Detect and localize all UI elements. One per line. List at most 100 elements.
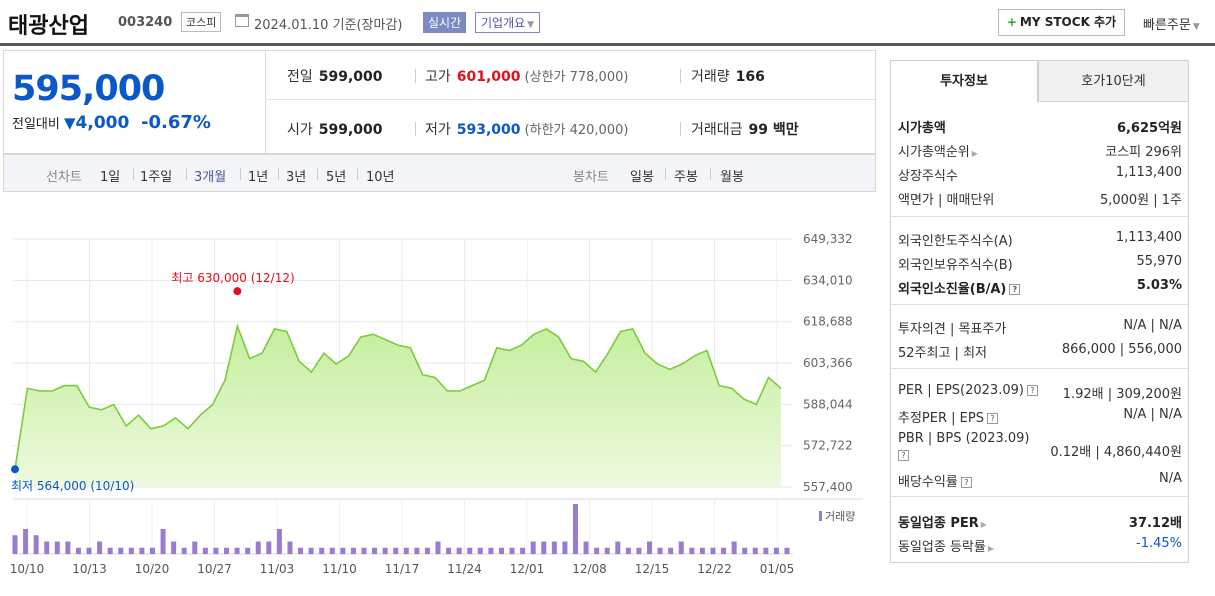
volume-bar	[752, 547, 758, 554]
tab-3y[interactable]: 3년	[286, 170, 307, 185]
volume-bar	[784, 547, 790, 554]
info-key-text: 시가총액순위	[898, 145, 970, 160]
info-row: 외국인보유주식수(B) 55,970	[898, 254, 1182, 274]
info-value: 55,970	[1136, 254, 1183, 269]
tab-weekly[interactable]: 주봉	[674, 170, 698, 185]
prev-close-value: 599,000	[318, 69, 383, 85]
tab-1w[interactable]: 1주일	[140, 170, 173, 185]
volume-bar	[12, 535, 18, 554]
volume-bar	[763, 547, 769, 554]
volume-bar	[636, 547, 642, 554]
company-overview-dropdown[interactable]: 기업개요 ▼	[475, 12, 541, 33]
price-chart[interactable]: 649,332 634,010 618,688 603,366 588,044 572,7…	[3, 192, 876, 596]
info-key-text: PBR | BPS (2023.09)	[898, 431, 1030, 446]
info-key: 시가총액순위 ▶	[898, 141, 978, 160]
info-key: 배당수익률?	[898, 471, 972, 490]
volume-bar	[97, 541, 103, 554]
volume-bar	[234, 547, 240, 554]
info-row[interactable]: 동일업종 등락률 ▶ -1.45%	[898, 536, 1182, 556]
down-triangle-icon: ▼	[63, 114, 76, 132]
info-row: 추정PER | EPS? N/A | N/A	[898, 407, 1182, 427]
help-icon[interactable]: ?	[986, 413, 998, 424]
info-value: 5.03%	[1136, 278, 1182, 293]
volume-bar	[44, 541, 50, 554]
info-key-text: 동일업종 PER	[898, 516, 979, 531]
tab-hoga-10[interactable]: 호가10단계	[1038, 60, 1189, 102]
y-tick-label: 572,722	[803, 439, 853, 453]
y-tick-label: 603,366	[803, 356, 853, 370]
x-tick-label: 12/15	[635, 562, 670, 576]
volume-bar	[742, 547, 748, 554]
volume-bar	[498, 547, 504, 554]
volume-bar	[403, 547, 409, 554]
prev-close: 전일 599,000	[287, 66, 383, 86]
volume-bar	[594, 547, 600, 554]
divider	[357, 168, 358, 180]
tab-5y[interactable]: 5년	[326, 170, 347, 185]
lower-limit: (하한가 420,000)	[524, 123, 629, 138]
x-tick-label: 11/17	[385, 562, 420, 576]
x-tick-label: 12/22	[697, 562, 732, 576]
tab-daily[interactable]: 일봉	[630, 170, 654, 185]
my-stock-add-button[interactable]: + MY STOCK 추가	[998, 9, 1125, 36]
divider	[265, 51, 266, 153]
info-row[interactable]: 동일업종 PER ▶ 37.12배	[898, 512, 1182, 532]
volume-bar	[530, 541, 536, 554]
info-table	[890, 102, 1189, 563]
x-tick-label: 10/13	[72, 562, 107, 576]
tab-3m[interactable]: 3개월	[194, 170, 227, 185]
help-icon[interactable]: ?	[1026, 385, 1038, 396]
divider	[240, 168, 241, 180]
base-date: 2024.01.10 기준(장마감)	[254, 18, 403, 33]
help-icon[interactable]: ?	[1009, 284, 1021, 295]
tab-1y[interactable]: 1년	[248, 170, 269, 185]
volume-legend-swatch	[819, 511, 822, 521]
volume-bar	[393, 547, 399, 554]
change-amount: 4,000	[75, 113, 130, 133]
volume-bar	[647, 541, 653, 554]
volume-bar	[86, 547, 92, 554]
volume-bar	[75, 547, 81, 554]
amount-label: 거래대금	[691, 122, 743, 138]
price-line	[14, 323, 782, 470]
chevron-right-icon: ▶	[980, 520, 987, 529]
volume-bar	[149, 547, 155, 554]
info-key: 액면가 | 매매단위	[898, 193, 995, 208]
info-row: 배당수익률? N/A	[898, 471, 1182, 491]
tab-investment-info[interactable]: 투자정보	[890, 60, 1038, 102]
chevron-right-icon: ▶	[971, 149, 978, 158]
high-marker	[233, 287, 242, 296]
volume-label: 거래량	[691, 69, 730, 85]
volume: 거래량 166	[691, 66, 765, 86]
candle-chart-label: 봉차트	[573, 170, 609, 185]
info-key: 외국인소진율(B/A)?	[898, 278, 1021, 297]
tab-1d[interactable]: 1일	[100, 170, 121, 185]
info-key: 투자의견 | 목표주가	[898, 322, 1007, 337]
info-row: 액면가 | 매매단위 5,000원 | 1주	[898, 189, 1182, 209]
quick-order-button[interactable]: 빠른주문 ▼	[1143, 14, 1200, 33]
divider	[710, 168, 711, 180]
volume-bar	[604, 547, 610, 554]
y-tick-label: 649,332	[803, 232, 853, 246]
help-icon[interactable]: ?	[960, 477, 972, 488]
volume-bar	[202, 547, 208, 554]
help-icon[interactable]: ?	[898, 450, 909, 461]
info-key: 외국인한도주식수(A)	[898, 234, 1013, 249]
realtime-button[interactable]: 실시간	[423, 12, 467, 33]
info-row: PBR | BPS (2023.09)? 0.12배 | 4,860,440원	[898, 431, 1182, 465]
x-tick-label: 10/20	[135, 562, 170, 576]
tab-10y[interactable]: 10년	[366, 170, 395, 185]
open-price: 시가 599,000	[287, 119, 383, 139]
volume-bar	[456, 547, 462, 554]
volume-bar	[699, 547, 705, 554]
compare-label: 전일대비	[12, 117, 60, 132]
my-stock-label: MY STOCK 추가	[1019, 15, 1117, 29]
info-row[interactable]: 시가총액순위 ▶ 코스피 296위	[898, 141, 1182, 161]
volume-bar	[118, 547, 124, 554]
volume-bar	[710, 547, 716, 554]
info-value: 1,113,400	[1115, 230, 1182, 245]
tab-monthly[interactable]: 월봉	[720, 170, 744, 185]
volume-bar	[308, 547, 314, 554]
volume-bar	[678, 541, 684, 554]
volume-bar	[509, 547, 515, 554]
